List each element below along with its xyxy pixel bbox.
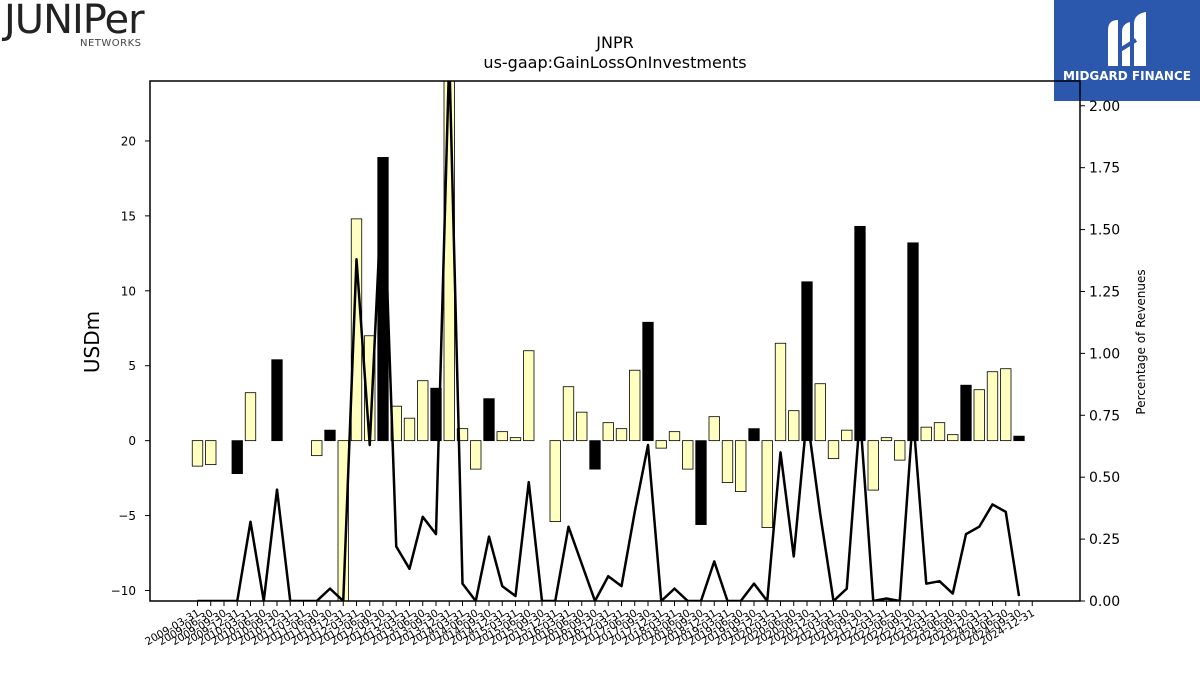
bar bbox=[483, 398, 495, 442]
bar bbox=[337, 440, 349, 601]
line-series bbox=[197, 81, 1021, 601]
bar bbox=[1013, 435, 1025, 442]
bar bbox=[748, 428, 760, 442]
y2-tick-label: 0.50 bbox=[1089, 470, 1120, 486]
midgard-logo-icon bbox=[1108, 12, 1146, 66]
bar bbox=[894, 440, 906, 461]
bar bbox=[735, 440, 747, 492]
bar bbox=[642, 321, 654, 442]
bar bbox=[880, 437, 893, 442]
plot-frame bbox=[149, 80, 1081, 602]
y-tick-label: −10 bbox=[111, 584, 136, 598]
y2-tick-label: 1.75 bbox=[1089, 161, 1120, 177]
midgard-finance-logo: MIDGARD FINANCE bbox=[1054, 0, 1200, 101]
bar bbox=[695, 440, 707, 525]
y-tick-label: 10 bbox=[121, 284, 136, 298]
bar bbox=[509, 437, 522, 442]
bar bbox=[271, 359, 283, 442]
bar-series bbox=[191, 81, 1025, 601]
bar bbox=[629, 369, 641, 442]
bar bbox=[867, 440, 879, 491]
bar bbox=[973, 389, 985, 442]
y2-tick-label: 0.00 bbox=[1089, 594, 1120, 610]
bar bbox=[986, 371, 999, 442]
bar bbox=[655, 440, 667, 449]
bar bbox=[562, 386, 575, 442]
bar bbox=[191, 440, 204, 467]
bar bbox=[960, 384, 972, 442]
y2-tick-label: 2.00 bbox=[1089, 99, 1120, 115]
bar bbox=[841, 429, 853, 442]
y-tick-label: −5 bbox=[118, 509, 136, 523]
bar bbox=[615, 428, 628, 442]
bar bbox=[311, 440, 323, 457]
bar bbox=[668, 431, 681, 442]
bar bbox=[920, 426, 932, 442]
bar bbox=[854, 225, 866, 442]
revenue-pct-line bbox=[197, 81, 1021, 601]
y2-tick-label: 1.50 bbox=[1089, 223, 1120, 239]
bar bbox=[682, 440, 694, 470]
y-tick-label: 0 bbox=[128, 434, 136, 448]
bar bbox=[456, 428, 469, 442]
bar bbox=[761, 440, 773, 528]
y2-tick-label: 1.25 bbox=[1089, 284, 1120, 300]
bar bbox=[947, 434, 959, 442]
y2-axis-label: Percentage of Revenues bbox=[1134, 269, 1148, 414]
y-axis-label: USDm bbox=[80, 311, 104, 373]
bar bbox=[933, 422, 946, 442]
juniper-logo-wordmark: JUNIPer bbox=[4, 0, 145, 43]
bar bbox=[814, 383, 826, 442]
bar bbox=[576, 411, 588, 442]
juniper-networks-logo: JUNIPer NETWORKS bbox=[4, 0, 164, 50]
bar bbox=[496, 431, 508, 442]
bar bbox=[470, 440, 482, 470]
chart-title: JNPR bbox=[595, 33, 633, 52]
juniper-logo-subtext: NETWORKS bbox=[80, 38, 142, 49]
bar bbox=[708, 416, 720, 442]
y-tick-label: 15 bbox=[121, 209, 136, 223]
bar bbox=[827, 440, 840, 460]
y-tick-label: 5 bbox=[128, 359, 136, 373]
bar bbox=[324, 429, 336, 442]
bar bbox=[244, 392, 257, 442]
chart-subtitle: us-gaap:GainLossOnInvestments bbox=[483, 53, 746, 72]
y2-tick-label: 0.25 bbox=[1089, 532, 1120, 548]
bar bbox=[788, 410, 800, 442]
bar bbox=[774, 342, 787, 442]
bar bbox=[523, 350, 535, 442]
y2-tick-label: 1.00 bbox=[1089, 346, 1120, 362]
bar bbox=[430, 387, 442, 442]
bar bbox=[721, 440, 734, 484]
bar bbox=[907, 242, 919, 442]
bar bbox=[801, 281, 813, 442]
bar bbox=[602, 422, 614, 442]
axes: −10 −5 0 5 10 15 20 0.00 0.25 0.50 0.75 1.00 1.25 1.5… bbox=[111, 80, 1120, 648]
bar bbox=[417, 380, 429, 442]
bar bbox=[443, 81, 455, 442]
bar bbox=[231, 440, 243, 475]
midgard-logo-text: MIDGARD FINANCE bbox=[1063, 69, 1191, 83]
y2-tick-label: 0.75 bbox=[1089, 408, 1120, 424]
bar bbox=[549, 440, 561, 522]
bar bbox=[205, 440, 217, 466]
y-tick-label: 20 bbox=[121, 134, 136, 148]
bar bbox=[589, 440, 601, 470]
bar bbox=[403, 417, 416, 442]
bar bbox=[1000, 368, 1012, 442]
